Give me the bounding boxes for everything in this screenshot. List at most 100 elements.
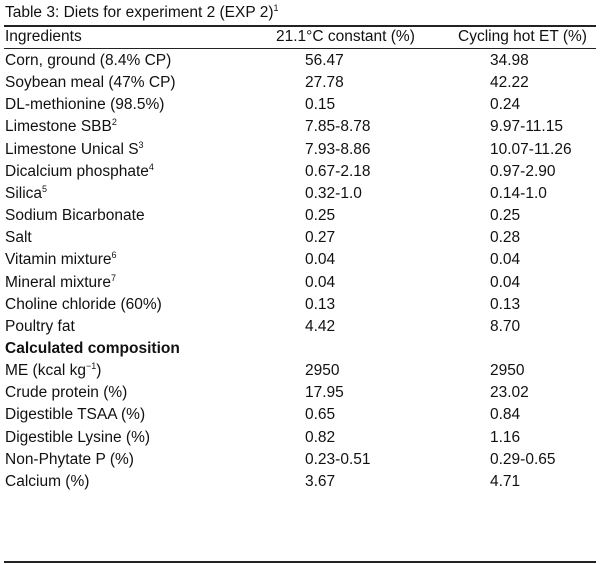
- row-label: Choline chloride (60%): [5, 294, 162, 316]
- value-cycling: 34.98: [490, 52, 529, 69]
- value-constant: 0.82: [305, 428, 336, 446]
- table-row: Mineral mixture7 0.04 0.04: [0, 272, 600, 294]
- row-label: Mineral mixture7: [5, 272, 116, 294]
- row-label-superscript: 7: [110, 272, 116, 283]
- value-constant: 0.04: [305, 251, 336, 269]
- row-label-text: Corn, ground (8.4% CP): [5, 52, 172, 69]
- table-row: Crude protein (%) 17.95 23.02: [0, 382, 600, 404]
- table-row: Salt 0.27 0.28: [0, 227, 600, 249]
- header-rule: [4, 48, 596, 49]
- row-label-text: Non-Phytate P (%): [5, 450, 134, 468]
- value-constant: 27.78: [305, 74, 344, 92]
- row-label: Digestible TSAA (%): [5, 404, 145, 426]
- caption-text: Table 3: Diets for experiment 2 (EXP 2): [5, 4, 274, 21]
- row-label: Limestone Unical S3: [5, 139, 144, 161]
- table-caption: Table 3: Diets for experiment 2 (EXP 2)1: [5, 3, 279, 23]
- row-label: ME (kcal kg−1): [5, 360, 101, 382]
- row-label: Calcium (%): [5, 471, 89, 493]
- value-cycling: 4.71: [490, 472, 521, 490]
- section-heading-row: Calculated composition: [0, 338, 600, 360]
- value-cycling: 0.14-1.0: [490, 184, 547, 202]
- row-label-text: Digestible TSAA (%): [5, 406, 146, 424]
- row-label: Poultry fat: [5, 316, 75, 338]
- value-constant: 0.15: [305, 96, 336, 114]
- row-label: Crude protein (%): [5, 382, 127, 404]
- value-constant: 0.32-1.0: [305, 184, 362, 202]
- column-header-constant: 21.1°C constant (%): [276, 28, 415, 45]
- row-label: DL-methionine (98.5%): [5, 94, 164, 116]
- row-label-text: Dicalcium phosphate: [5, 162, 149, 180]
- table-row: Calcium (%) 3.67 4.71: [0, 471, 600, 493]
- value-constant: 7.85-8.78: [305, 118, 371, 136]
- table-row: Non-Phytate P (%) 0.23-0.51 0.29-0.65: [0, 449, 600, 471]
- value-constant: 4.42: [305, 317, 336, 335]
- row-label: Salt: [5, 227, 32, 249]
- row-label: Sodium Bicarbonate: [5, 205, 145, 227]
- table-row: Soybean meal (47% CP) 27.78 42.22: [0, 72, 600, 94]
- row-label-text: Calcium (%): [5, 472, 90, 490]
- value-constant: 0.23-0.51: [305, 450, 371, 468]
- value-cycling: 0.84: [490, 406, 521, 424]
- row-label-superscript: −1: [85, 361, 97, 372]
- table-row: Digestible Lysine (%) 0.82 1.16: [0, 427, 600, 449]
- table-row: Poultry fat 4.42 8.70: [0, 316, 600, 338]
- value-cycling: 10.07-11.26: [490, 140, 572, 158]
- row-label-superscript: 4: [148, 161, 154, 172]
- table-row: Choline chloride (60%) 0.13 0.13: [0, 294, 600, 316]
- table-row: Digestible TSAA (%) 0.65 0.84: [0, 404, 600, 426]
- value-cycling: 23.02: [490, 384, 529, 402]
- row-label-text: Soybean meal (47% CP): [5, 74, 176, 92]
- row-label-text: Mineral mixture: [5, 273, 111, 291]
- value-cycling: 1.16: [490, 428, 521, 446]
- row-label: Limestone SBB2: [5, 116, 117, 138]
- value-constant: 0.13: [305, 295, 336, 313]
- row-label-text: Crude protein (%): [5, 384, 128, 402]
- row-label-text: Digestible Lysine (%): [5, 428, 151, 446]
- value-constant: 0.65: [305, 406, 336, 424]
- value-cycling: 0.25: [490, 207, 521, 225]
- bottom-rule: [4, 561, 596, 563]
- row-label-superscript: 2: [111, 117, 117, 128]
- table-row: Silica5 0.32-1.0 0.14-1.0: [0, 183, 600, 205]
- row-label-text: Limestone SBB: [5, 118, 112, 136]
- row-label: Corn, ground (8.4% CP): [5, 50, 171, 72]
- row-label-suffix: ): [96, 362, 102, 380]
- row-label-superscript: 5: [42, 183, 48, 194]
- table-row: Corn, ground (8.4% CP) 56.47 34.98: [0, 50, 600, 72]
- row-label: Digestible Lysine (%): [5, 427, 150, 449]
- table-row: Dicalcium phosphate4 0.67-2.18 0.97-2.90: [0, 161, 600, 183]
- row-label-text: Silica: [5, 184, 43, 202]
- row-label-text: Poultry fat: [5, 317, 75, 335]
- row-label-text: Sodium Bicarbonate: [5, 207, 145, 225]
- value-constant: 7.93-8.86: [305, 140, 371, 158]
- row-label: Vitamin mixture6: [5, 249, 117, 271]
- value-cycling: 0.29-0.65: [490, 450, 556, 468]
- value-constant: 0.04: [305, 273, 336, 291]
- table-row: Vitamin mixture6 0.04 0.04: [0, 249, 600, 271]
- table-row: Limestone SBB2 7.85-8.78 9.97-11.15: [0, 116, 600, 138]
- value-cycling: 0.97-2.90: [490, 162, 556, 180]
- value-constant: 0.27: [305, 229, 336, 247]
- top-rule: [4, 25, 596, 27]
- table-row: Limestone Unical S3 7.93-8.86 10.07-11.26: [0, 139, 600, 161]
- value-cycling: 0.28: [490, 229, 521, 247]
- value-constant: 2950: [305, 362, 340, 380]
- row-label-text: Choline chloride (60%): [5, 295, 162, 313]
- value-cycling: 0.24: [490, 96, 521, 114]
- table-row: Sodium Bicarbonate 0.25 0.25: [0, 205, 600, 227]
- row-label: Dicalcium phosphate4: [5, 161, 154, 183]
- table-row: ME (kcal kg−1) 2950 2950: [0, 360, 600, 382]
- value-cycling: 9.97-11.15: [490, 118, 563, 136]
- value-constant: 3.67: [305, 472, 336, 490]
- caption-footnote-marker: 1: [273, 3, 279, 13]
- column-header-ingredients: Ingredients: [5, 28, 82, 45]
- row-label: Silica5: [5, 183, 47, 205]
- value-cycling: 8.70: [490, 317, 521, 335]
- row-label: Non-Phytate P (%): [5, 449, 134, 471]
- column-header-row: Ingredients 21.1°C constant (%) Cycling …: [0, 26, 600, 48]
- value-cycling: 0.04: [490, 251, 521, 269]
- value-constant: 56.47: [305, 52, 344, 69]
- row-label-text: ME (kcal kg: [5, 362, 86, 380]
- row-label-text: Salt: [5, 229, 32, 247]
